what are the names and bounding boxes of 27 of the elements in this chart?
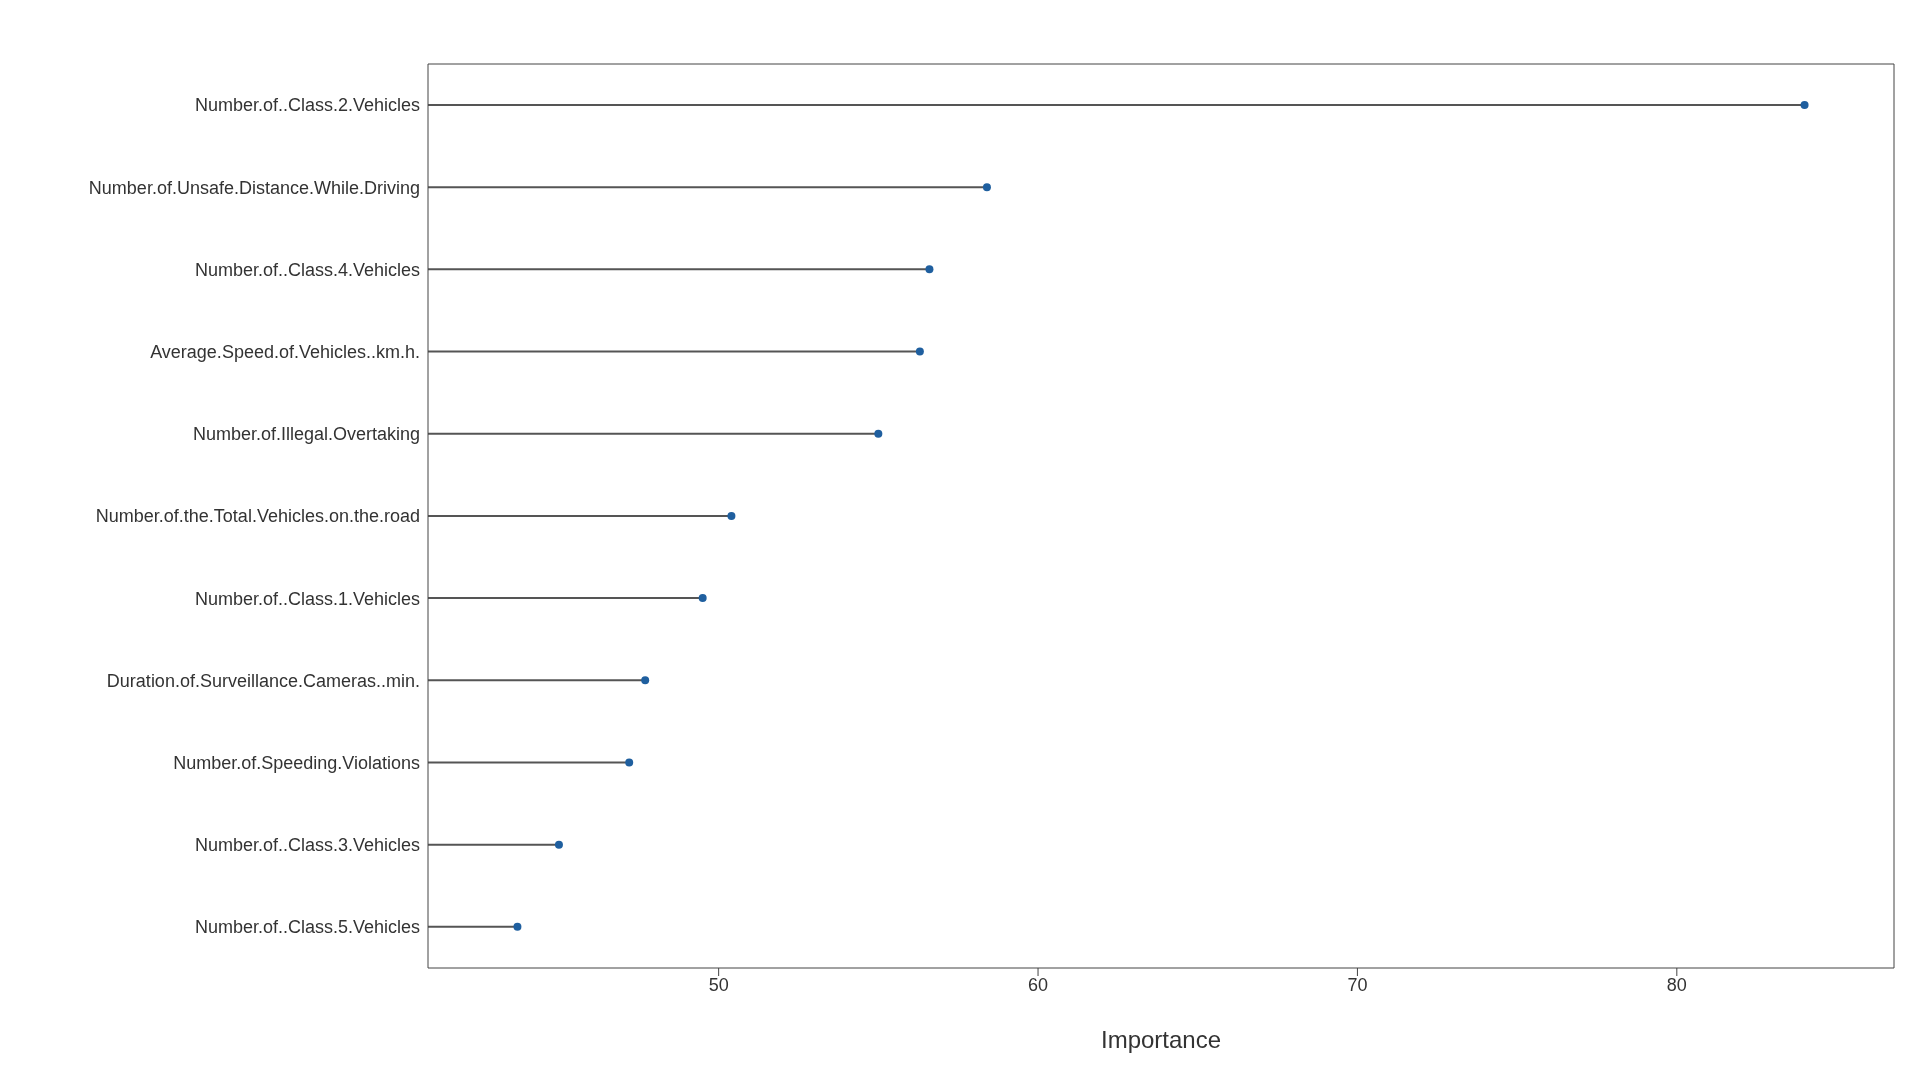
point — [625, 758, 634, 767]
x-tick-label: 50 — [708, 974, 729, 995]
point — [1800, 101, 1809, 109]
y-tick-label: Number.of.Speeding.Violations — [173, 752, 420, 773]
y-tick-label: Number.of..Class.5.Vehicles — [194, 917, 420, 938]
point — [513, 922, 522, 931]
x-axis-title: Importance — [1100, 1026, 1222, 1053]
y-tick-label: Number.of..Class.1.Vehicles — [194, 588, 420, 609]
y-tick-label: Average.Speed.of.Vehicles..km.h. — [150, 342, 420, 363]
point — [554, 840, 563, 849]
y-tick-label: Number.of..Class.2.Vehicles — [194, 95, 420, 116]
point — [874, 429, 883, 438]
y-tick-label: Number.of.the.Total.Vehicles.on.the.road — [95, 506, 420, 527]
y-tick-label: Duration.of.Surveillance.Cameras..min. — [106, 670, 420, 691]
y-tick-label: Number.of..Class.3.Vehicles — [194, 835, 420, 856]
y-tick-label: Number.of.Illegal.Overtaking — [192, 424, 420, 445]
x-tick-label: 70 — [1347, 974, 1368, 995]
y-tick-label: Number.of..Class.4.Vehicles — [194, 259, 420, 280]
x-tick-label: 60 — [1028, 974, 1049, 995]
point — [915, 347, 924, 356]
point — [727, 511, 736, 520]
y-tick-label: Number.of.Unsafe.Distance.While.Driving — [88, 177, 420, 198]
point — [698, 594, 707, 603]
point — [925, 265, 934, 274]
point — [982, 183, 991, 192]
x-tick-label: 80 — [1666, 974, 1687, 995]
point — [641, 676, 650, 685]
